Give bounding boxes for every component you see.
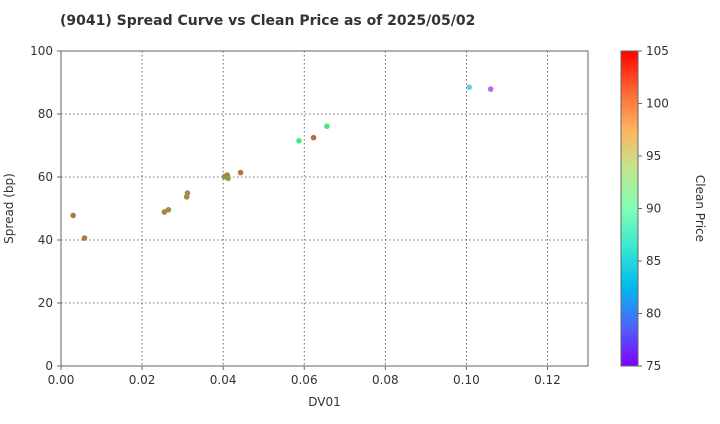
scatter-point-11 [296,137,302,144]
colorbar-ticks: 75 80 85 90 95 100 105 [638,44,669,373]
scatter-point-1 [70,212,76,219]
data-points [70,84,494,241]
scatter-point-2 [81,235,88,241]
colorbar-tick-label: 75 [646,359,661,373]
x-axis-label: DV01 [308,395,341,409]
colorbar-tick-label: 105 [646,44,669,58]
scatter-point-10 [237,169,244,176]
y-axis-label: Spread (bp) [2,173,16,244]
colorbar [620,50,639,367]
x-axis-ticks: 0.00 0.02 0.04 0.06 0.08 0.10 0.12 [48,366,561,387]
y-tick-label: 60 [38,170,53,184]
scatter-point-12 [310,134,317,141]
chart-title: (9041) Spread Curve vs Clean Price as of… [60,13,475,29]
colorbar-tick-label: 100 [646,97,669,111]
x-tick-label: 0.02 [129,373,156,387]
y-tick-label: 40 [38,233,53,247]
y-tick-label: 0 [45,359,53,373]
x-tick-label: 0.06 [291,373,318,387]
colorbar-tick-label: 95 [646,149,661,163]
scatter-point-4 [165,206,172,213]
x-tick-label: 0.08 [372,373,399,387]
y-tick-label: 20 [38,296,53,310]
scatter-point-15 [487,86,494,92]
scatter-point-9 [225,175,231,182]
grid-lines [60,50,588,367]
x-tick-label: 0.04 [210,373,237,387]
x-tick-label: 0.00 [48,373,75,387]
colorbar-tick-label: 85 [646,254,661,268]
x-tick-label: 0.12 [534,373,561,387]
scatter-point-14 [466,84,473,91]
plot-area [60,50,589,367]
y-axis-ticks: 0 20 40 60 80 100 [30,44,61,373]
x-tick-label: 0.10 [453,373,480,387]
colorbar-tick-label: 90 [646,202,661,216]
scatter-point-6 [184,190,191,196]
colorbar-label: Clean Price [693,175,707,242]
scatter-point-13 [324,123,330,130]
colorbar-tick-label: 80 [646,307,661,321]
y-tick-label: 80 [38,107,53,121]
y-tick-label: 100 [30,44,53,58]
